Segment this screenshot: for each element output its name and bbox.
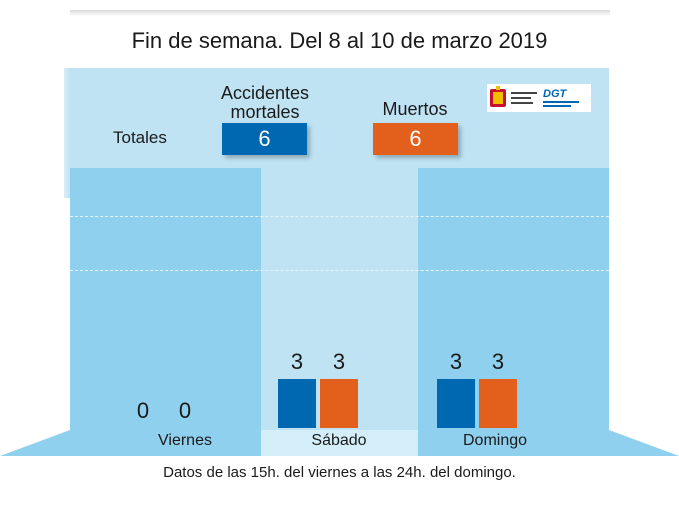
panel-shade bbox=[64, 68, 70, 198]
bar-accidentes-1 bbox=[278, 379, 316, 428]
gridline bbox=[70, 216, 609, 217]
bar-value-label: 3 bbox=[449, 349, 463, 374]
bar-value-label: 3 bbox=[290, 349, 304, 374]
floor-band bbox=[0, 430, 679, 456]
dgt-logo-text: DGT bbox=[543, 87, 567, 100]
total-accidentes: 6 bbox=[222, 123, 307, 155]
day-label-sabado: Sábado bbox=[311, 432, 367, 449]
totals-label: Totales bbox=[113, 128, 167, 147]
day-label-viernes: Viernes bbox=[158, 432, 212, 449]
bar-accidentes-2 bbox=[437, 379, 475, 428]
totals-panel bbox=[64, 68, 609, 198]
legend-label-muertos: Muertos bbox=[382, 99, 448, 119]
dgt-logo-icon: DGT bbox=[543, 85, 591, 111]
column-band-viernes bbox=[70, 168, 261, 430]
spain-coat-of-arms-icon bbox=[487, 85, 539, 111]
bar-value-label: 3 bbox=[491, 349, 505, 374]
legend-label-accidentes: Accidentes mortales bbox=[220, 83, 310, 122]
footnote: Datos de las 15h. del viernes a las 24h.… bbox=[163, 464, 516, 481]
dgt-logo: DGT bbox=[487, 84, 591, 112]
bar-value-label: 0 bbox=[136, 398, 150, 423]
bar-muertos-2 bbox=[479, 379, 517, 428]
bar-muertos-1 bbox=[320, 379, 358, 428]
bar-value-label: 0 bbox=[178, 398, 192, 423]
bar-value-label: 3 bbox=[332, 349, 346, 374]
chart-title: Fin de semana. Del 8 al 10 de marzo 2019 bbox=[131, 28, 548, 53]
top-divider bbox=[70, 10, 610, 16]
total-muertos: 6 bbox=[373, 123, 458, 155]
gridline bbox=[70, 270, 609, 271]
day-label-domingo: Domingo bbox=[462, 432, 528, 449]
